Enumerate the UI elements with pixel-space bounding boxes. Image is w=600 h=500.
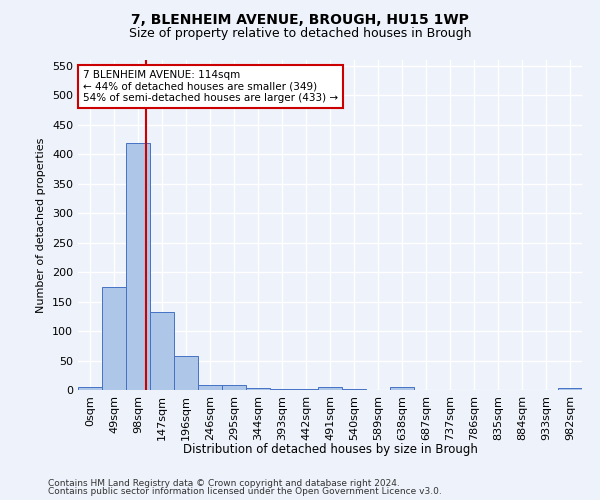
Bar [150,312,174,390]
Text: 7 BLENHEIM AVENUE: 114sqm
← 44% of detached houses are smaller (349)
54% of semi: 7 BLENHEIM AVENUE: 114sqm ← 44% of detac… [83,70,338,103]
Bar [294,389,318,390]
Bar [246,388,270,390]
Bar [222,386,246,390]
Bar [78,387,102,390]
Bar [126,142,150,390]
X-axis label: Distribution of detached houses by size in Brough: Distribution of detached houses by size … [182,443,478,456]
Y-axis label: Number of detached properties: Number of detached properties [37,138,46,312]
Bar [174,356,198,390]
Text: Size of property relative to detached houses in Brough: Size of property relative to detached ho… [129,28,471,40]
Bar [390,387,414,390]
Bar [102,287,126,390]
Bar [198,386,222,390]
Bar [318,387,342,390]
Text: 7, BLENHEIM AVENUE, BROUGH, HU15 1WP: 7, BLENHEIM AVENUE, BROUGH, HU15 1WP [131,12,469,26]
Text: Contains public sector information licensed under the Open Government Licence v3: Contains public sector information licen… [48,487,442,496]
Bar [558,388,582,390]
Bar [270,389,294,390]
Bar [342,389,366,390]
Text: Contains HM Land Registry data © Crown copyright and database right 2024.: Contains HM Land Registry data © Crown c… [48,478,400,488]
